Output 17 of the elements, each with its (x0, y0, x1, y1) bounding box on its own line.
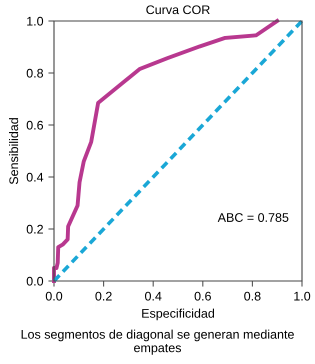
y-tick-label: 0.4 (26, 172, 44, 182)
annotation: ABC = 0.785 (218, 213, 288, 222)
y-tick-label: 0.2 (26, 224, 43, 234)
x-tick-label: 0.8 (244, 292, 261, 301)
x-tick-label: 0.4 (145, 292, 162, 301)
x-tick-label: 0.2 (95, 292, 112, 301)
chart-title: Curva COR (146, 5, 210, 14)
text: Los segmentos de diagonal se generan mediante empates (22, 330, 294, 355)
y-tick-label: 1.0 (27, 16, 44, 26)
x-axis-title: Especificidad (142, 308, 214, 320)
y-axis-title: Sensibilidad (9, 118, 18, 184)
x-tick-label: 0.6 (194, 292, 211, 301)
x-tick-label: 0.0 (46, 292, 62, 301)
x-tick-label: 1.0 (294, 292, 310, 301)
y-tick-label: 0.6 (26, 120, 44, 130)
y-tick-label: 0.8 (26, 68, 44, 78)
y-tick-label: 0.0 (26, 276, 44, 286)
